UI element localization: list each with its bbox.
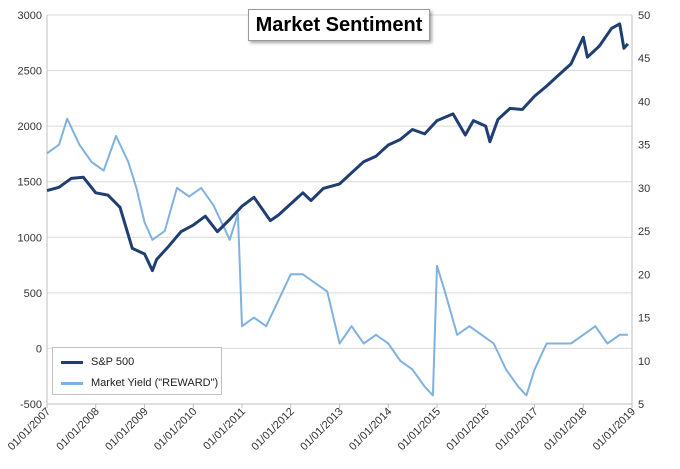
y-right-tick-label: 10 <box>638 356 650 368</box>
legend-label-sp500: S&P 500 <box>91 356 135 368</box>
y-left-tick-label: -500 <box>20 399 42 411</box>
y-left-tick-label: 0 <box>36 343 42 355</box>
series-line-sp500 <box>46 22 630 273</box>
x-tick-label: 01/01/2013 <box>298 406 345 453</box>
x-tick-label: 01/01/2019 <box>591 406 638 453</box>
y-left-tick-label: 1500 <box>18 177 42 189</box>
x-tick-label: 01/01/2014 <box>347 406 394 453</box>
x-tick-label: 01/01/2017 <box>493 406 540 453</box>
legend-item-sp500: S&P 500 <box>61 356 134 368</box>
y-right-tick-label: 25 <box>638 226 650 238</box>
y-left-tick-label: 2500 <box>18 66 42 78</box>
y-right-tick-label: 5 <box>638 399 644 411</box>
legend: S&P 500 Market Yield ("REWARD") <box>52 347 222 395</box>
y-right-tick-label: 35 <box>638 140 650 152</box>
x-tick-label: 01/01/2016 <box>444 406 491 453</box>
chart-title: Market Sentiment <box>248 9 430 41</box>
x-tick-label: 01/01/2018 <box>542 406 589 453</box>
x-tick-label: 01/01/2010 <box>152 406 199 453</box>
x-tick-label: 01/01/2012 <box>249 406 296 453</box>
series-line-market-yield <box>46 117 628 397</box>
y-right-tick-label: 15 <box>638 313 650 325</box>
y-right-tick-label: 20 <box>638 269 650 281</box>
y-right-tick-label: 30 <box>638 183 650 195</box>
y-right-tick-label: 45 <box>638 53 650 65</box>
y-left-tick-label: 500 <box>24 288 42 300</box>
y-left-tick-label: 3000 <box>18 10 42 22</box>
x-tick-label: 01/01/2007 <box>6 406 53 453</box>
legend-swatch-market-yield <box>61 381 83 385</box>
x-tick-label: 01/01/2015 <box>396 406 443 453</box>
y-left-tick-label: 2000 <box>18 121 42 133</box>
y-right-tick-label: 50 <box>638 10 650 22</box>
legend-swatch-sp500 <box>61 360 83 364</box>
y-right-tick-label: 40 <box>638 96 650 108</box>
x-tick-label: 01/01/2009 <box>103 406 150 453</box>
y-left-tick-label: 1000 <box>18 232 42 244</box>
x-tick-label: 01/01/2011 <box>201 406 248 453</box>
legend-item-market-yield: Market Yield ("REWARD") <box>61 377 218 389</box>
x-tick-label: 01/01/2008 <box>54 406 101 453</box>
legend-label-market-yield: Market Yield ("REWARD") <box>91 377 219 389</box>
